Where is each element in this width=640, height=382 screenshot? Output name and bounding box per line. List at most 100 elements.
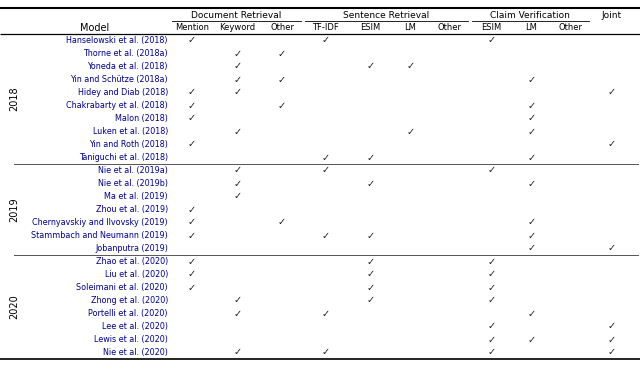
Text: Zhong et al. (2020): Zhong et al. (2020) — [91, 296, 168, 305]
Text: ✓: ✓ — [321, 36, 330, 45]
Text: ✓: ✓ — [188, 87, 196, 97]
Text: ✓: ✓ — [278, 217, 286, 228]
Text: ✓: ✓ — [527, 152, 536, 162]
Text: TF-IDF: TF-IDF — [312, 24, 339, 32]
Text: Model: Model — [81, 23, 109, 33]
Text: Nie et al. (2019b): Nie et al. (2019b) — [98, 179, 168, 188]
Text: Yin and Roth (2018): Yin and Roth (2018) — [89, 140, 168, 149]
Text: ✓: ✓ — [234, 49, 241, 58]
Text: ✓: ✓ — [321, 348, 330, 358]
Text: ✓: ✓ — [527, 178, 536, 188]
Text: ✓: ✓ — [321, 165, 330, 175]
Text: Portelli et al. (2020): Portelli et al. (2020) — [88, 309, 168, 318]
Text: ✓: ✓ — [234, 62, 241, 71]
Text: ✓: ✓ — [527, 113, 536, 123]
Text: ✓: ✓ — [366, 178, 374, 188]
Text: Hidey and Diab (2018): Hidey and Diab (2018) — [77, 88, 168, 97]
Text: ✓: ✓ — [607, 335, 616, 345]
Text: Other: Other — [270, 24, 294, 32]
Text: LM: LM — [404, 24, 416, 32]
Text: ✓: ✓ — [487, 348, 495, 358]
Text: Claim Verification: Claim Verification — [490, 10, 570, 19]
Text: ✓: ✓ — [234, 191, 241, 201]
Text: ✓: ✓ — [527, 309, 536, 319]
Text: Document Retrieval: Document Retrieval — [191, 10, 282, 19]
Text: ✓: ✓ — [406, 62, 414, 71]
Text: ✓: ✓ — [278, 49, 286, 58]
Text: 2018: 2018 — [9, 87, 19, 111]
Text: Luken et al. (2018): Luken et al. (2018) — [93, 127, 168, 136]
Text: ✓: ✓ — [487, 256, 495, 267]
Text: ✓: ✓ — [527, 230, 536, 241]
Text: Keyword: Keyword — [220, 24, 255, 32]
Text: ✓: ✓ — [321, 230, 330, 241]
Text: ✓: ✓ — [527, 243, 536, 254]
Text: ✓: ✓ — [527, 100, 536, 110]
Text: ✓: ✓ — [366, 269, 374, 280]
Text: Mention: Mention — [175, 24, 209, 32]
Text: Nie et al. (2020): Nie et al. (2020) — [103, 348, 168, 357]
Text: ✓: ✓ — [234, 87, 241, 97]
Text: ✓: ✓ — [487, 322, 495, 332]
Text: Jobanputra (2019): Jobanputra (2019) — [95, 244, 168, 253]
Text: ESIM: ESIM — [360, 24, 380, 32]
Text: Malon (2018): Malon (2018) — [115, 114, 168, 123]
Text: ✓: ✓ — [487, 36, 495, 45]
Text: ✓: ✓ — [188, 230, 196, 241]
Text: Chernyavskiy and Ilvovsky (2019): Chernyavskiy and Ilvovsky (2019) — [33, 218, 168, 227]
Text: ✓: ✓ — [366, 62, 374, 71]
Text: ✓: ✓ — [321, 152, 330, 162]
Text: ✓: ✓ — [366, 152, 374, 162]
Text: ✓: ✓ — [527, 126, 536, 136]
Text: ✓: ✓ — [188, 113, 196, 123]
Text: Other: Other — [558, 24, 582, 32]
Text: Liu et al. (2020): Liu et al. (2020) — [104, 270, 168, 279]
Text: 2019: 2019 — [9, 197, 19, 222]
Text: ✓: ✓ — [607, 87, 616, 97]
Text: ✓: ✓ — [234, 126, 241, 136]
Text: ✓: ✓ — [234, 348, 241, 358]
Text: ✓: ✓ — [234, 309, 241, 319]
Text: ✓: ✓ — [234, 296, 241, 306]
Text: Lewis et al. (2020): Lewis et al. (2020) — [94, 335, 168, 344]
Text: ✓: ✓ — [188, 36, 196, 45]
Text: Stammbach and Neumann (2019): Stammbach and Neumann (2019) — [31, 231, 168, 240]
Text: LM: LM — [525, 24, 538, 32]
Text: Joint: Joint — [602, 10, 621, 19]
Text: ✓: ✓ — [527, 217, 536, 228]
Text: ✓: ✓ — [366, 256, 374, 267]
Text: ✓: ✓ — [188, 139, 196, 149]
Text: Chakrabarty et al. (2018): Chakrabarty et al. (2018) — [67, 101, 168, 110]
Text: ✓: ✓ — [487, 335, 495, 345]
Text: Thorne et al. (2018a): Thorne et al. (2018a) — [83, 49, 168, 58]
Text: ✓: ✓ — [234, 165, 241, 175]
Text: ✓: ✓ — [487, 296, 495, 306]
Text: ✓: ✓ — [188, 217, 196, 228]
Text: ✓: ✓ — [366, 230, 374, 241]
Text: ✓: ✓ — [188, 204, 196, 215]
Text: ✓: ✓ — [321, 309, 330, 319]
Text: ✓: ✓ — [607, 322, 616, 332]
Text: ✓: ✓ — [527, 335, 536, 345]
Text: Sentence Retrieval: Sentence Retrieval — [343, 10, 429, 19]
Text: ✓: ✓ — [607, 139, 616, 149]
Text: ✓: ✓ — [188, 269, 196, 280]
Text: ✓: ✓ — [487, 269, 495, 280]
Text: Ma et al. (2019): Ma et al. (2019) — [104, 192, 168, 201]
Text: ✓: ✓ — [188, 100, 196, 110]
Text: ESIM: ESIM — [481, 24, 502, 32]
Text: ✓: ✓ — [234, 74, 241, 84]
Text: Yoneda et al. (2018): Yoneda et al. (2018) — [88, 62, 168, 71]
Text: Yin and Schütze (2018a): Yin and Schütze (2018a) — [70, 75, 168, 84]
Text: ✓: ✓ — [278, 74, 286, 84]
Text: Zhou et al. (2019): Zhou et al. (2019) — [96, 205, 168, 214]
Text: Soleimani et al. (2020): Soleimani et al. (2020) — [76, 283, 168, 292]
Text: ✓: ✓ — [188, 256, 196, 267]
Text: ✓: ✓ — [607, 243, 616, 254]
Text: ✓: ✓ — [278, 100, 286, 110]
Text: ✓: ✓ — [366, 296, 374, 306]
Text: Lee et al. (2020): Lee et al. (2020) — [102, 322, 168, 331]
Text: ✓: ✓ — [487, 165, 495, 175]
Text: ✓: ✓ — [234, 178, 241, 188]
Text: ✓: ✓ — [607, 348, 616, 358]
